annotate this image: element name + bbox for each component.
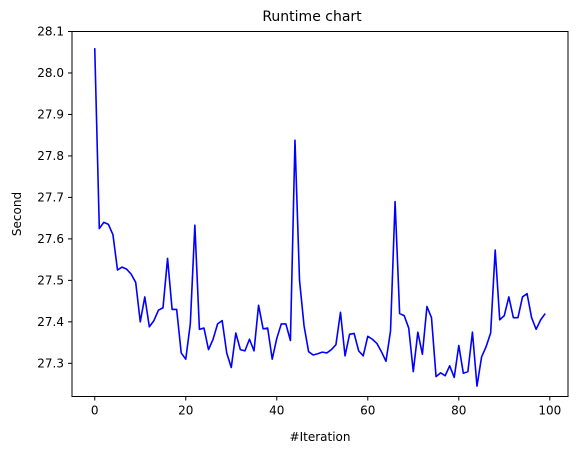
x-tick-label: 0 <box>91 404 99 418</box>
y-tick-label: 27.8 <box>37 149 64 163</box>
x-tick-label: 100 <box>538 404 561 418</box>
y-tick-label: 28.0 <box>37 66 64 80</box>
y-tick-label: 27.5 <box>37 273 64 287</box>
x-tick-label: 20 <box>178 404 193 418</box>
x-axis: 0 20 40 60 80 100 <box>91 396 561 418</box>
y-tick-label: 27.4 <box>37 315 64 329</box>
plot-frame <box>71 31 569 397</box>
x-tick-label: 40 <box>269 404 284 418</box>
runtime-series-line <box>93 48 546 387</box>
y-tick-label: 27.7 <box>37 190 64 204</box>
x-tick-label: 60 <box>360 404 375 418</box>
x-tick-label: 80 <box>451 404 466 418</box>
x-axis-label: #Iteration <box>290 430 351 444</box>
y-axis: 27.3 27.4 27.5 27.6 27.7 27.8 27.9 28.0 28.1 <box>37 25 72 370</box>
y-axis-label: Second <box>10 192 24 236</box>
y-tick-label: 28.1 <box>37 25 64 39</box>
y-tick-label: 27.3 <box>37 356 64 370</box>
y-tick-label: 27.9 <box>37 107 64 121</box>
y-tick-label: 27.6 <box>37 232 64 246</box>
chart-title: Runtime chart <box>262 9 362 25</box>
series-layer <box>93 48 546 387</box>
